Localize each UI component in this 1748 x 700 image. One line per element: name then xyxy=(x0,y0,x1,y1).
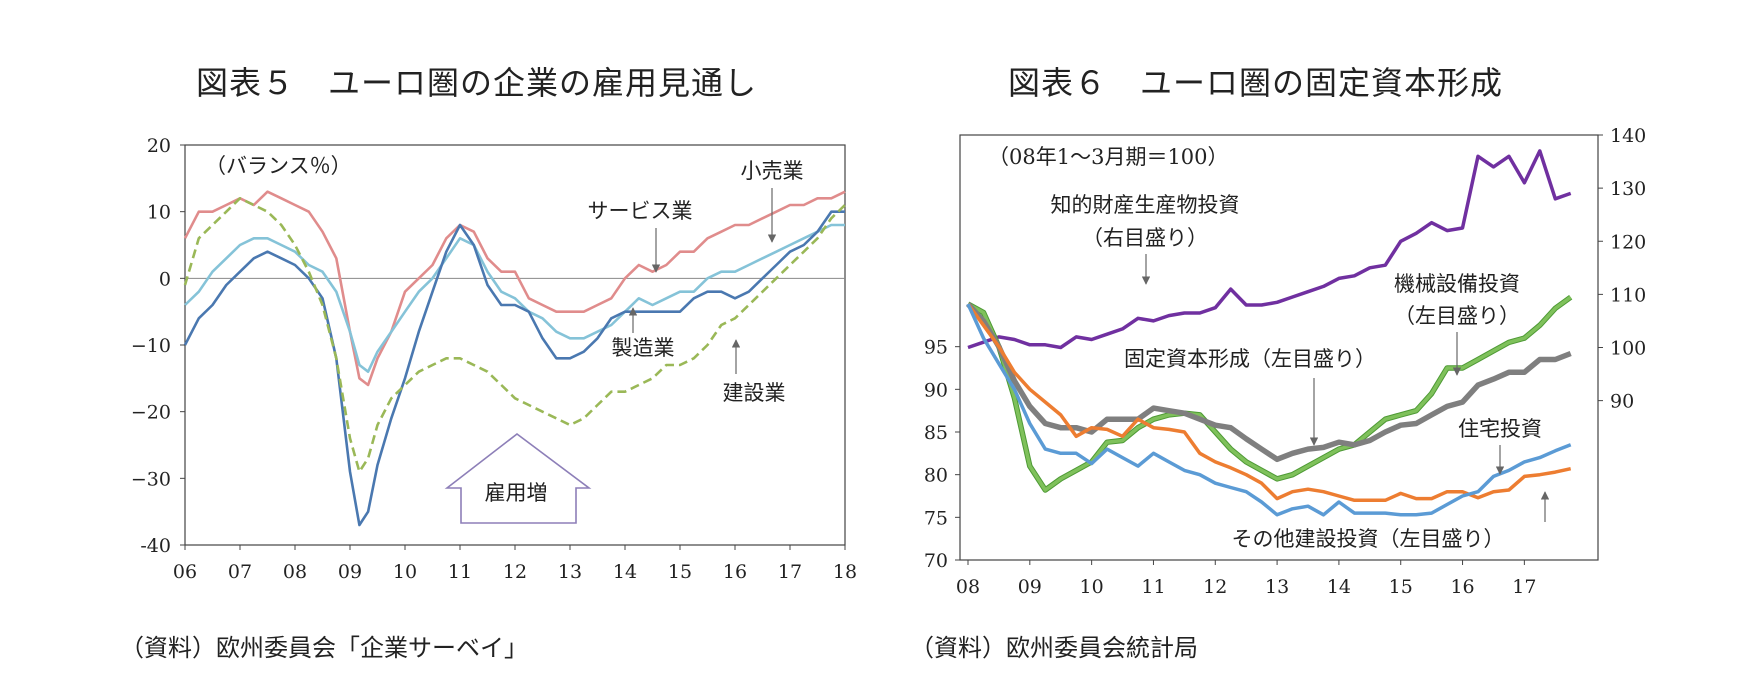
manufacturing-label: 製造業 xyxy=(612,336,675,360)
right-right-y-tick-label: 90 xyxy=(1610,391,1634,413)
left-y-tick-label: 20 xyxy=(147,135,171,157)
right-x-tick-label: 12 xyxy=(1203,576,1227,598)
right-left-y-tick-label: 85 xyxy=(924,422,948,444)
left-series-line xyxy=(183,210,845,527)
right-x-tick-label: 17 xyxy=(1512,576,1536,598)
machinery-label-line2: （左目盛り） xyxy=(1394,304,1520,328)
left-series-line xyxy=(184,223,845,374)
right-x-tick-label: 10 xyxy=(1080,576,1104,598)
right-unit-label: （08年1～3月期＝100） xyxy=(988,145,1229,169)
left-x-tick-label: 12 xyxy=(503,561,527,583)
ip-label-line1: 知的財産生産物投資 xyxy=(1051,193,1240,217)
left-x-tick-label: 14 xyxy=(613,561,637,583)
left-chart-source: （資料）欧州委員会「企業サーベイ」 xyxy=(120,634,528,662)
construction-label: 建設業 xyxy=(723,381,786,405)
left-x-tick-label: 06 xyxy=(173,561,197,583)
left-x-tick-label: 17 xyxy=(778,561,802,583)
housing-label: 住宅投資 xyxy=(1458,417,1542,441)
right-left-y-tick-label: 70 xyxy=(924,550,948,572)
right-right-y-tick-label: 130 xyxy=(1610,178,1646,200)
left-x-tick-label: 07 xyxy=(228,561,252,583)
right-right-y-tick-label: 120 xyxy=(1610,231,1646,253)
retail-label: 小売業 xyxy=(741,159,804,183)
left-x-tick-label: 11 xyxy=(448,561,472,583)
right-x-tick-label: 11 xyxy=(1141,576,1165,598)
left-y-tick-label: -40 xyxy=(140,535,171,557)
right-x-tick-label: 14 xyxy=(1327,576,1351,598)
right-left-y-tick-label: 75 xyxy=(924,507,948,529)
services-label: サービス業 xyxy=(588,199,693,223)
left-y-tick-label: 10 xyxy=(147,202,171,224)
right-chart-source: （資料）欧州委員会統計局 xyxy=(910,634,1198,662)
right-x-tick-label: 09 xyxy=(1018,576,1042,598)
left-y-tick-label: 0 xyxy=(159,268,171,290)
left-unit-label: （バランス％） xyxy=(205,154,352,178)
left-x-tick-label: 09 xyxy=(338,561,362,583)
left-series-line xyxy=(183,190,846,387)
right-series-line xyxy=(966,302,1572,503)
employment-increase-label: 雇用増 xyxy=(485,481,548,505)
right-x-tick-label: 08 xyxy=(956,576,980,598)
right-series-line xyxy=(967,149,1572,350)
machinery-label-line1: 機械設備投資 xyxy=(1394,272,1520,296)
left-x-tick-label: 08 xyxy=(283,561,307,583)
left-y-tick-label: −10 xyxy=(131,335,171,357)
left-x-tick-label: 13 xyxy=(558,561,582,583)
left-x-tick-label: 16 xyxy=(723,561,747,583)
left-chart-title: 図表５ ユーロ圏の企業の雇用見通し xyxy=(196,64,758,102)
left-x-tick-label: 10 xyxy=(393,561,417,583)
right-right-y-tick-label: 110 xyxy=(1610,284,1646,306)
left-y-tick-label: −20 xyxy=(131,402,171,424)
ip-label-line2: （右目盛り） xyxy=(1082,226,1208,250)
right-chart-title: 図表６ ユーロ圏の固定資本形成 xyxy=(1008,64,1504,102)
right-x-tick-label: 16 xyxy=(1450,576,1474,598)
right-x-tick-label: 13 xyxy=(1265,576,1289,598)
employment-increase-arrow xyxy=(444,432,592,524)
right-right-y-tick-label: 100 xyxy=(1610,338,1646,360)
left-x-tick-label: 15 xyxy=(668,561,692,583)
right-left-y-tick-label: 90 xyxy=(924,379,948,401)
other-construction-label: その他建設投資（左目盛り） xyxy=(1232,527,1505,551)
right-left-y-tick-label: 95 xyxy=(924,337,948,359)
right-series-line xyxy=(967,295,1572,492)
left-x-tick-label: 18 xyxy=(833,561,857,583)
gfcf-label: 固定資本形成（左目盛り） xyxy=(1124,347,1376,371)
left-series-line xyxy=(183,197,846,474)
right-x-tick-label: 15 xyxy=(1389,576,1413,598)
right-right-y-tick-label: 140 xyxy=(1610,125,1646,147)
left-y-tick-label: −30 xyxy=(131,468,171,490)
right-left-y-tick-label: 80 xyxy=(924,465,948,487)
right-series-line xyxy=(966,303,1572,517)
